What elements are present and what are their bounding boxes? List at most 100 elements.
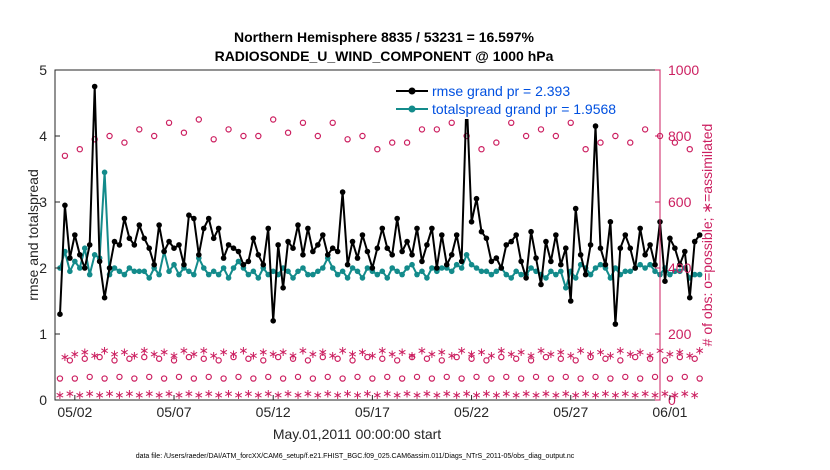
y-axis-label-left: rmse and totalspread [25, 169, 41, 301]
possible-point [582, 145, 589, 153]
possible-point [284, 129, 292, 136]
assimilated-point: ∗ [452, 388, 462, 402]
assimilated-point: ∗ [645, 348, 655, 362]
rmse-point [404, 238, 410, 245]
totalspread-point [607, 275, 614, 281]
x-tick-label: 05/22 [454, 404, 489, 420]
totalspread-point [488, 271, 495, 278]
rmse-point [528, 228, 534, 235]
rmse-point [310, 248, 316, 255]
possible-point [379, 355, 386, 362]
possible-point [76, 145, 83, 153]
rmse-point [453, 232, 460, 238]
rmse-point [319, 232, 326, 238]
assimilated-point: ∗ [432, 388, 442, 402]
rmse-point [642, 252, 648, 258]
rmse-point [379, 225, 386, 232]
possible-point [324, 373, 331, 381]
y-axis-label-right: # of obs: o=possible; ∗=assimilated [699, 124, 715, 347]
possible-point [304, 357, 312, 364]
totalspread-point [305, 271, 311, 278]
possible-point [661, 357, 669, 364]
totalspread-point [652, 268, 658, 275]
rmse-point [637, 225, 643, 232]
possible-point [488, 375, 495, 382]
rmse-point [136, 222, 143, 228]
assimilated-point: ∗ [442, 386, 452, 400]
possible-point [369, 375, 376, 382]
possible-point [126, 355, 133, 362]
possible-point [364, 353, 371, 361]
axis-ticks: 0 1 2 3 4 5 0 200 400 600 800 1000 05/02 05/07 05/12 05… [39, 62, 699, 420]
totalspread-point [394, 268, 400, 275]
assimilated-point: ∗ [243, 386, 253, 400]
data-file-footer: data file: /Users/raeder/DAI/ATM_forcXX/… [136, 453, 575, 460]
totalspread-point [200, 265, 207, 271]
rmse-point [280, 285, 286, 291]
assimilated-point: ∗ [288, 348, 298, 362]
assimilated-point: ∗ [476, 345, 486, 359]
totalspread-point [67, 268, 73, 275]
possible-point [448, 119, 455, 127]
assimilated-point: ∗ [670, 388, 680, 402]
possible-point [265, 373, 272, 381]
possible-point [260, 357, 267, 364]
rmse-point [260, 261, 267, 268]
totalspread-point [116, 268, 123, 275]
rmse-point [622, 232, 629, 238]
rmse-point [478, 228, 485, 235]
assimilated-point: ∗ [273, 388, 283, 402]
totalspread-point [483, 268, 490, 275]
possible-point [185, 353, 193, 361]
possible-point [646, 355, 654, 362]
rmse-point [567, 298, 574, 304]
rmse-point [577, 252, 584, 258]
assimilated-point: ∗ [526, 348, 536, 362]
totalspread-point [91, 252, 98, 258]
possible-point [503, 373, 510, 381]
assimilated-point: ∗ [576, 344, 586, 358]
rmse-point [572, 205, 579, 212]
possible-point [562, 373, 569, 381]
possible-point [225, 126, 232, 133]
assimilated-point: ∗ [412, 388, 422, 402]
totalspread-point [448, 268, 455, 275]
assimilated-point: ∗ [204, 386, 214, 400]
possible-point [651, 373, 659, 381]
rmse-point [240, 261, 247, 268]
possible-point [294, 373, 302, 381]
totalspread-line [59, 171, 700, 289]
totalspread-point [597, 261, 604, 268]
assimilated-point: ∗ [179, 344, 189, 358]
rmse-point [508, 238, 515, 245]
rmse-point [597, 245, 604, 251]
possible-point [269, 116, 277, 123]
totalspread-point [399, 271, 405, 278]
possible-point [374, 145, 381, 153]
assimilated-point: ∗ [491, 388, 501, 402]
totalspread-point [250, 268, 257, 275]
totalspread-point [334, 271, 341, 278]
rmse-point [681, 248, 688, 255]
possible-point [195, 116, 203, 123]
assimilated-point: ∗ [228, 347, 238, 361]
assimilated-point: ∗ [164, 386, 174, 400]
rmse-point [691, 238, 698, 245]
assimilated-point: ∗ [610, 388, 620, 402]
rmse-point [553, 232, 559, 238]
rmse-point [250, 235, 257, 242]
rmse-point [439, 232, 445, 238]
assimilated-point: ∗ [427, 347, 437, 361]
possible-point [393, 357, 401, 364]
assimilated-point: ∗ [338, 344, 348, 358]
possible-point [210, 136, 217, 143]
rmse-point [235, 248, 242, 255]
totalspread-point [439, 265, 445, 271]
assimilated-point: ∗ [511, 388, 521, 402]
rmse-point [384, 245, 391, 251]
assimilated-point: ∗ [129, 348, 139, 362]
assimilated-point: ∗ [397, 345, 407, 359]
rmse-point [329, 245, 336, 251]
assimilated-point: ∗ [367, 348, 377, 362]
possible-point [676, 353, 684, 361]
